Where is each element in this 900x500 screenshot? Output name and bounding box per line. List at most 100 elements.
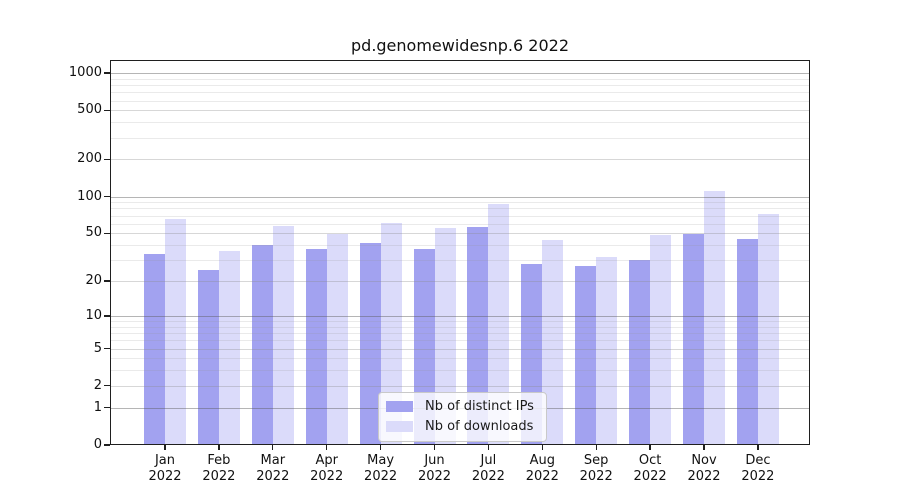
x-tick-label: Apr 2022: [310, 453, 344, 484]
gridline-minor: [110, 122, 810, 124]
y-tick-label: 5: [93, 340, 102, 356]
bar-downloads: [326, 234, 348, 445]
gridline: [110, 348, 810, 350]
bar-downloads: [596, 256, 618, 445]
y-tick-label: 100: [77, 188, 102, 204]
x-tick-mark: [379, 445, 382, 450]
gridline-minor: [110, 340, 810, 342]
gridline: [110, 385, 810, 387]
y-tick-mark: [104, 444, 110, 446]
gridline: [110, 315, 810, 317]
y-tick-mark: [104, 347, 110, 350]
plot-area: [110, 60, 810, 445]
gridline-minor: [110, 260, 810, 262]
bar-downloads: [757, 214, 779, 445]
bar-downloads: [434, 228, 456, 445]
x-tick-label: May 2022: [364, 453, 398, 484]
gridline-minor: [110, 137, 810, 139]
y-tick-label: 200: [77, 151, 102, 167]
x-tick-mark: [164, 445, 166, 450]
gridline-minor: [110, 321, 810, 322]
y-tick-label: 1000: [68, 65, 102, 80]
x-tick-mark: [757, 445, 759, 450]
x-tick-mark: [649, 445, 651, 450]
gridline-minor: [110, 208, 810, 210]
bar-downloads: [488, 203, 510, 445]
y-tick-label: 500: [77, 102, 102, 118]
gridline-minor: [110, 358, 810, 360]
x-tick-label: Aug 2022: [525, 453, 559, 484]
gridline-minor: [110, 92, 810, 94]
gridline: [110, 110, 810, 112]
x-tick-label: Jan 2022: [148, 453, 182, 484]
gridline-minor: [110, 215, 810, 217]
gridline: [110, 196, 810, 198]
y-tick-mark: [104, 232, 110, 234]
bar-downloads: [165, 218, 186, 445]
x-tick-mark: [433, 445, 436, 450]
bar-downloads: [650, 235, 672, 445]
y-tick-label: 10: [85, 307, 102, 323]
x-tick-label: Jun 2022: [417, 453, 452, 484]
bar-distinct-ips: [736, 238, 758, 445]
y-tick-mark: [104, 280, 110, 282]
bar-distinct-ips: [575, 265, 597, 445]
legend-label-distinct-ips: Nb of distinct IPs: [425, 399, 534, 414]
y-tick-mark: [104, 72, 110, 74]
x-tick-mark: [218, 445, 220, 450]
bar-downloads: [218, 250, 240, 445]
bar-downloads: [542, 240, 564, 445]
x-tick-mark: [541, 445, 543, 450]
x-tick-label: Sep 2022: [579, 453, 613, 484]
gridline-minor: [110, 245, 810, 246]
legend-item-distinct-ips: Nb of distinct IPs: [386, 398, 534, 415]
y-tick-mark: [104, 158, 110, 161]
y-tick-mark: [104, 109, 110, 111]
gridline-minor: [110, 223, 810, 225]
bar-distinct-ips: [197, 269, 219, 445]
x-tick-label: Feb 2022: [202, 453, 236, 484]
y-tick-mark: [104, 385, 110, 387]
x-tick-label: Nov 2022: [687, 453, 721, 484]
x-tick-label: Oct 2022: [633, 453, 667, 484]
x-tick-label: Jul 2022: [471, 453, 505, 484]
gridline: [110, 281, 810, 283]
y-tick-mark: [104, 315, 110, 317]
y-tick-label: 0: [93, 437, 102, 452]
legend-swatch-distinct-ips: [386, 401, 413, 412]
gridline-minor: [110, 326, 810, 328]
gridline-minor: [110, 100, 810, 102]
y-tick-label: 1: [93, 399, 102, 415]
bar-distinct-ips: [359, 242, 381, 445]
x-tick-mark: [703, 445, 705, 450]
gridline: [110, 159, 810, 161]
x-tick-mark: [272, 445, 274, 450]
x-tick-label: Mar 2022: [256, 453, 290, 484]
bar-downloads: [380, 222, 402, 445]
y-tick-mark: [104, 195, 110, 198]
y-tick-label: 50: [85, 225, 102, 241]
bar-distinct-ips: [251, 245, 273, 445]
chart-title: pd.genomewidesnp.6 2022: [351, 36, 569, 55]
bar-distinct-ips: [467, 227, 489, 445]
legend-swatch-downloads: [386, 421, 413, 432]
gridline-minor: [110, 370, 810, 372]
x-tick-mark: [595, 445, 597, 450]
gridline-minor: [110, 85, 810, 86]
bar-downloads: [704, 191, 725, 445]
gridline: [110, 73, 810, 74]
y-tick-label: 20: [85, 273, 102, 289]
bar-distinct-ips: [629, 260, 651, 445]
y-tick-mark: [104, 407, 110, 409]
x-tick-label: Dec 2022: [741, 453, 775, 484]
bar-distinct-ips: [683, 234, 704, 445]
x-tick-mark: [487, 445, 490, 450]
bar-downloads: [272, 226, 294, 445]
x-tick-mark: [326, 445, 328, 450]
gridline-minor: [110, 202, 810, 204]
legend-label-downloads: Nb of downloads: [425, 419, 534, 434]
bar-distinct-ips: [305, 249, 327, 445]
bar-distinct-ips: [144, 253, 165, 445]
legend-item-downloads: Nb of downloads: [386, 418, 534, 435]
